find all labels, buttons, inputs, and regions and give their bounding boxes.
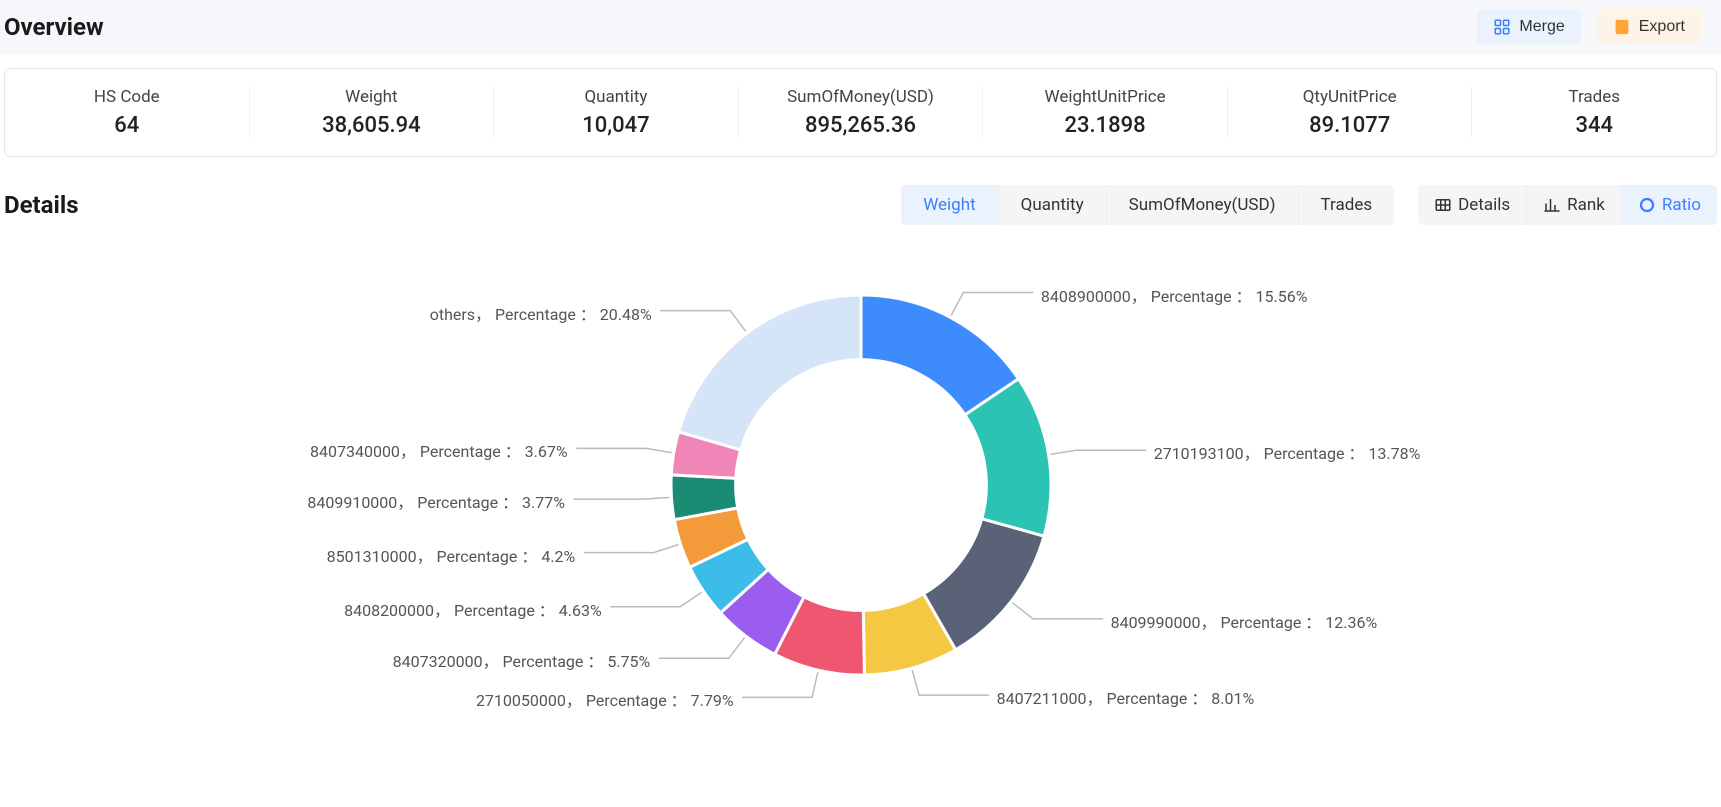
donut-label: 8408200000， Percentage ： 4.63% bbox=[344, 597, 602, 621]
page-title: Overview bbox=[4, 13, 104, 41]
donut-chart: 8408900000， Percentage ： 15.56% 271019310… bbox=[4, 265, 1717, 745]
view-label: Rank bbox=[1567, 195, 1605, 215]
stat-cell: QtyUnitPrice 89.1077 bbox=[1228, 87, 1473, 138]
stat-value: 10,047 bbox=[494, 113, 738, 138]
donut-label: 8408900000， Percentage ： 15.56% bbox=[1041, 283, 1308, 307]
tab-trades[interactable]: Trades bbox=[1299, 185, 1395, 225]
view-switch: Details Rank Ratio bbox=[1418, 185, 1717, 225]
stat-label: SumOfMoney(USD) bbox=[739, 87, 983, 107]
stat-value: 23.1898 bbox=[983, 113, 1227, 138]
view-rank[interactable]: Rank bbox=[1527, 185, 1622, 225]
donut-label: 8409910000， Percentage ： 3.77% bbox=[307, 489, 565, 513]
stat-label: QtyUnitPrice bbox=[1228, 87, 1472, 107]
metric-tabs: WeightQuantitySumOfMoney(USD)Trades bbox=[901, 185, 1394, 225]
stat-label: Weight bbox=[250, 87, 494, 107]
export-icon bbox=[1613, 18, 1631, 36]
stat-label: Trades bbox=[1472, 87, 1716, 107]
stat-label: WeightUnitPrice bbox=[983, 87, 1227, 107]
rank-icon bbox=[1543, 196, 1561, 214]
details-icon bbox=[1434, 196, 1452, 214]
stat-value: 344 bbox=[1472, 113, 1716, 138]
stat-value: 89.1077 bbox=[1228, 113, 1472, 138]
donut-label: 8501310000， Percentage ： 4.2% bbox=[327, 543, 576, 567]
view-label: Ratio bbox=[1662, 195, 1701, 215]
stat-cell: Weight 38,605.94 bbox=[250, 87, 495, 138]
view-details[interactable]: Details bbox=[1418, 185, 1527, 225]
stat-cell: Trades 344 bbox=[1472, 87, 1716, 138]
merge-icon bbox=[1493, 18, 1511, 36]
export-button[interactable]: Export bbox=[1597, 10, 1701, 44]
tab-quantity[interactable]: Quantity bbox=[999, 185, 1107, 225]
donut-label: 8407320000， Percentage ： 5.75% bbox=[393, 648, 651, 672]
merge-button[interactable]: Merge bbox=[1477, 10, 1580, 44]
donut-label: 8409990000， Percentage ： 12.36% bbox=[1111, 609, 1378, 633]
stat-value: 895,265.36 bbox=[739, 113, 983, 138]
donut-label: 2710050000， Percentage ： 7.79% bbox=[476, 687, 734, 711]
export-button-label: Export bbox=[1639, 18, 1685, 36]
stat-cell: WeightUnitPrice 23.1898 bbox=[983, 87, 1228, 138]
stat-value: 64 bbox=[5, 113, 249, 138]
view-ratio[interactable]: Ratio bbox=[1622, 185, 1717, 225]
donut-label: 8407340000， Percentage ： 3.67% bbox=[310, 438, 568, 462]
merge-button-label: Merge bbox=[1519, 18, 1564, 36]
stat-label: Quantity bbox=[494, 87, 738, 107]
details-title: Details bbox=[4, 191, 79, 219]
donut-label: others， Percentage ： 20.48% bbox=[430, 301, 652, 325]
tab-weight[interactable]: Weight bbox=[901, 185, 998, 225]
stats-card: HS Code 64Weight 38,605.94Quantity 10,04… bbox=[4, 68, 1717, 157]
details-bar: Details WeightQuantitySumOfMoney(USD)Tra… bbox=[4, 185, 1717, 225]
stat-value: 38,605.94 bbox=[250, 113, 494, 138]
stat-label: HS Code bbox=[5, 87, 249, 107]
stat-cell: SumOfMoney(USD) 895,265.36 bbox=[739, 87, 984, 138]
stat-cell: Quantity 10,047 bbox=[494, 87, 739, 138]
stat-cell: HS Code 64 bbox=[5, 87, 250, 138]
view-label: Details bbox=[1458, 195, 1510, 215]
donut-label: 8407211000， Percentage ： 8.01% bbox=[997, 685, 1255, 709]
top-actions: Merge Export bbox=[1477, 10, 1701, 44]
overview-header: Overview Merge Export bbox=[0, 0, 1721, 54]
ratio-icon bbox=[1638, 196, 1656, 214]
donut-segment[interactable] bbox=[678, 295, 860, 450]
tab-sumofmoneyusd[interactable]: SumOfMoney(USD) bbox=[1107, 185, 1299, 225]
donut-label: 2710193100， Percentage ： 13.78% bbox=[1154, 440, 1421, 464]
